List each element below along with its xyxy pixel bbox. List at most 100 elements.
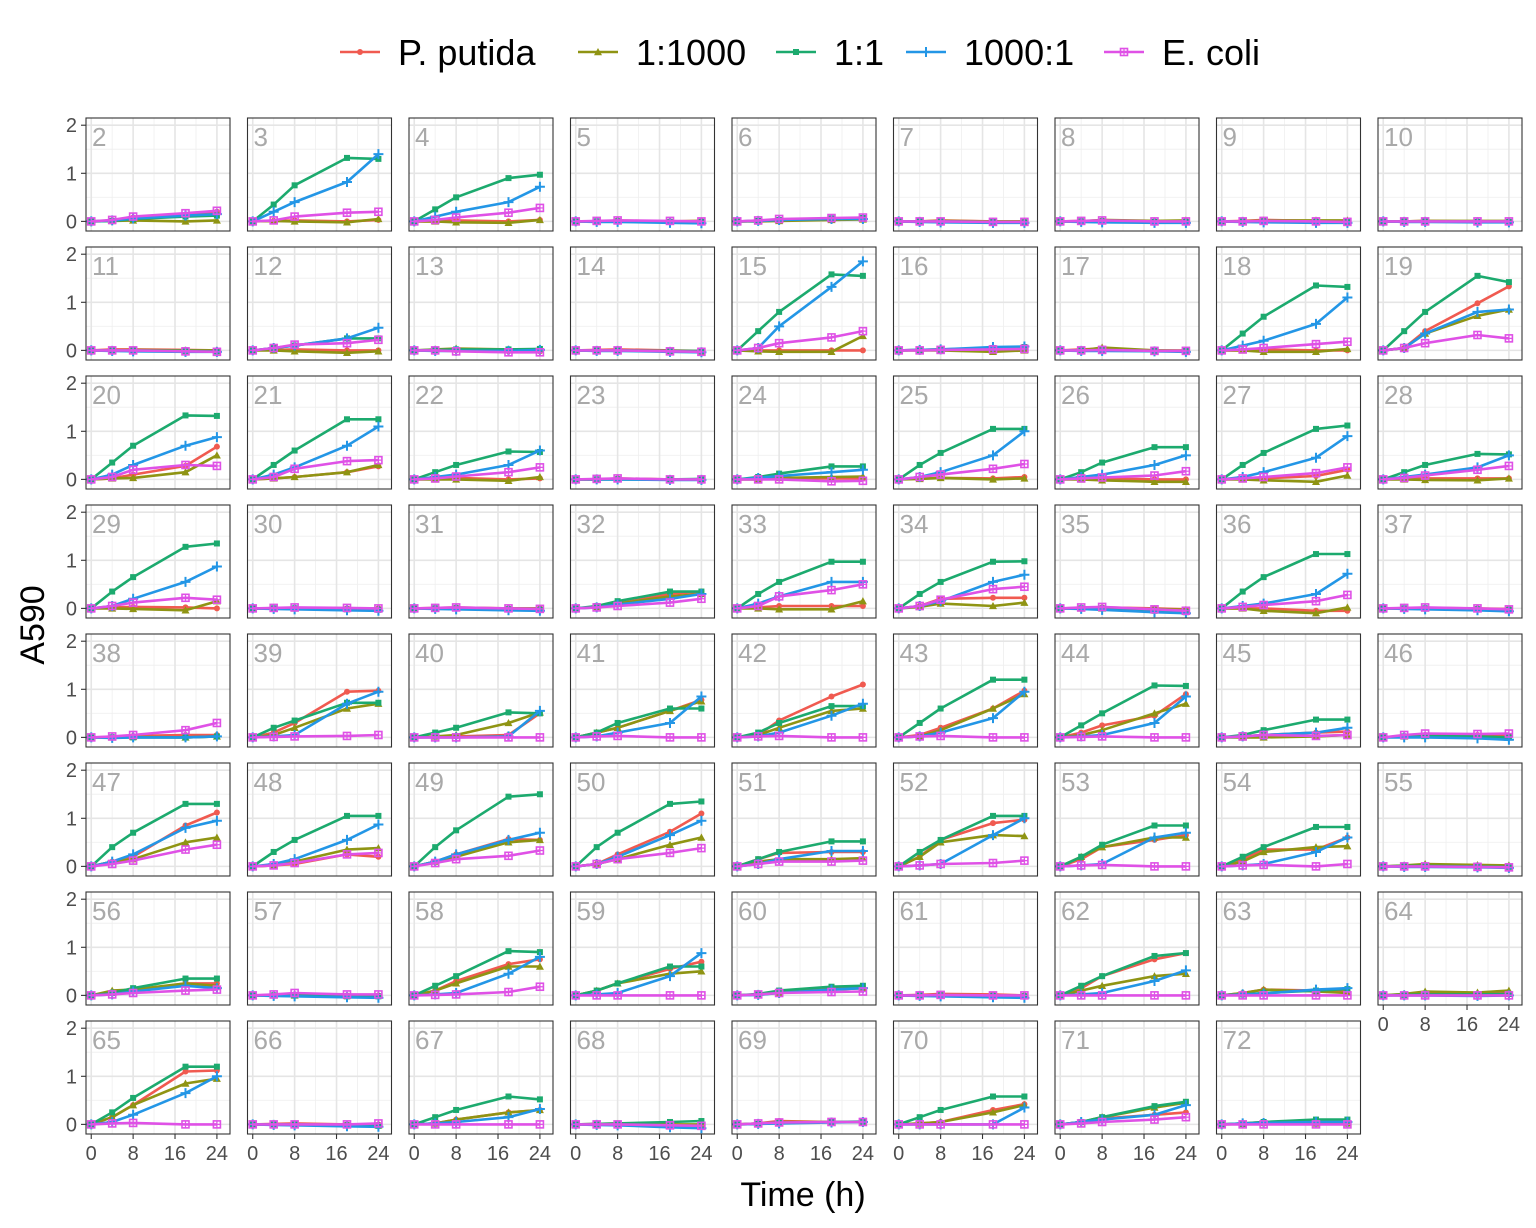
data-point-detail xyxy=(755,860,762,867)
panel-border xyxy=(569,633,716,748)
panel-border xyxy=(85,375,231,490)
data-point xyxy=(432,844,439,851)
panel-label: 51 xyxy=(738,767,767,797)
data-point xyxy=(269,732,278,742)
data-point xyxy=(1473,729,1482,739)
data-point-detail xyxy=(1151,218,1158,225)
data-point xyxy=(129,1101,138,1109)
data-point-detail xyxy=(937,860,944,867)
data-point xyxy=(1076,474,1086,483)
data-point xyxy=(1504,863,1514,872)
data-point xyxy=(504,851,513,861)
data-point xyxy=(1259,991,1268,1000)
data-point xyxy=(732,733,742,742)
panel-background xyxy=(1216,118,1361,231)
data-point xyxy=(987,830,998,841)
facet-panel-45: 45 xyxy=(1215,633,1362,748)
data-point-detail xyxy=(1474,218,1481,225)
data-point xyxy=(1311,1120,1321,1129)
data-point xyxy=(130,1094,137,1101)
facet-panel-69: 69 xyxy=(731,1020,877,1135)
data-point xyxy=(827,733,836,742)
data-point xyxy=(1472,306,1483,317)
data-point-detail xyxy=(536,847,543,854)
data-point xyxy=(1181,466,1191,476)
data-point xyxy=(613,1120,622,1129)
panel-border xyxy=(731,762,877,877)
data-point-detail xyxy=(572,1121,579,1128)
data-point xyxy=(613,601,622,611)
data-point xyxy=(213,1063,220,1070)
data-point-detail xyxy=(1474,992,1481,999)
panel-label: 15 xyxy=(738,251,767,281)
data-point-detail xyxy=(614,992,621,999)
data-point-detail xyxy=(1239,218,1246,225)
data-point-detail xyxy=(130,347,137,354)
panel-border xyxy=(892,504,1039,619)
data-point-detail xyxy=(698,218,705,225)
panel-border xyxy=(731,891,877,1006)
data-point xyxy=(128,465,138,475)
data-point xyxy=(357,49,363,55)
data-point xyxy=(107,859,117,869)
series-ec xyxy=(894,582,1029,613)
series-ec xyxy=(732,731,868,742)
panel-label: 23 xyxy=(577,380,606,410)
data-point xyxy=(374,460,383,469)
data-point-detail xyxy=(182,846,189,853)
data-point xyxy=(180,1088,191,1099)
data-point xyxy=(697,1121,706,1131)
data-point xyxy=(1311,731,1321,741)
series-ec xyxy=(732,326,868,355)
series-ec xyxy=(1217,991,1352,1000)
data-point-detail xyxy=(734,218,741,225)
data-point-detail xyxy=(1021,218,1028,225)
data-point xyxy=(592,346,601,355)
data-point xyxy=(1078,982,1085,989)
facet-panel-56: 56 xyxy=(85,891,231,1006)
data-point xyxy=(592,216,601,226)
data-point xyxy=(592,991,601,1000)
panel-label: 31 xyxy=(415,509,444,539)
data-point xyxy=(291,182,298,189)
data-point xyxy=(921,47,931,57)
data-point xyxy=(1076,991,1086,1000)
panel-label: 35 xyxy=(1061,509,1090,539)
y-tick-label: 2 xyxy=(66,631,77,653)
data-point xyxy=(894,991,904,1000)
data-point-detail xyxy=(859,734,866,741)
data-point-detail xyxy=(88,1121,95,1128)
data-point-detail xyxy=(375,731,382,738)
data-point xyxy=(270,201,277,208)
data-point-detail xyxy=(130,857,137,864)
facet-panel-4: 4 xyxy=(408,117,554,232)
data-point-detail xyxy=(536,204,543,211)
data-point xyxy=(504,718,513,727)
y-tick-label: 1 xyxy=(66,550,77,572)
data-point xyxy=(1019,813,1030,824)
data-point-detail xyxy=(130,213,137,220)
data-point-detail xyxy=(88,863,95,870)
data-point xyxy=(1473,862,1482,872)
data-point xyxy=(130,574,137,581)
series-ec xyxy=(86,718,222,742)
data-point xyxy=(916,1114,923,1121)
legend-label: P. putida xyxy=(398,32,536,73)
data-point xyxy=(451,472,461,481)
data-point xyxy=(1151,1103,1158,1110)
data-point xyxy=(1474,300,1481,307)
data-point-detail xyxy=(213,986,220,993)
panel-border xyxy=(892,117,1039,232)
data-point-detail xyxy=(1312,1121,1319,1128)
data-point xyxy=(343,688,350,695)
data-point xyxy=(1099,459,1106,466)
data-point xyxy=(665,598,675,607)
data-point xyxy=(1473,476,1482,484)
data-point-detail xyxy=(666,476,673,483)
data-point xyxy=(1504,991,1514,1000)
data-point xyxy=(916,461,923,468)
data-point-detail xyxy=(1401,731,1408,738)
data-point xyxy=(696,815,707,826)
facet-panel-23: 23 xyxy=(569,375,716,490)
data-point xyxy=(535,604,545,614)
